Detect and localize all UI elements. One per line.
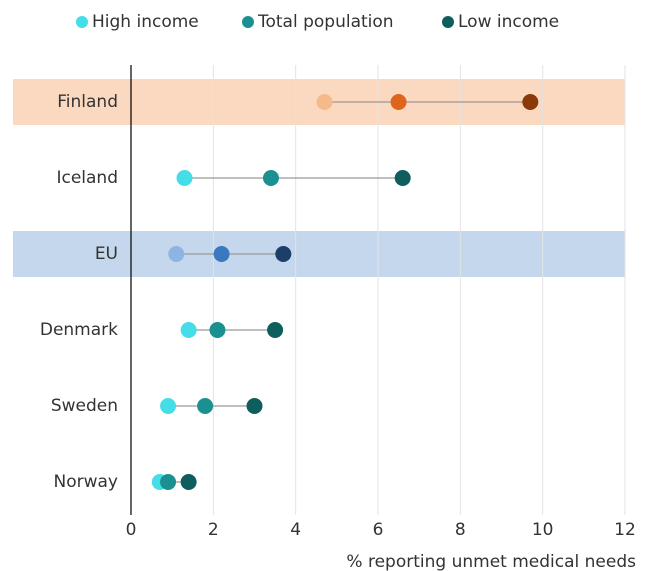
y-tick-label: Sweden: [51, 396, 118, 416]
x-tick-label: 2: [208, 520, 219, 540]
dot: [160, 398, 177, 414]
legend-label: Total population: [257, 12, 394, 32]
y-tick-label: Finland: [57, 92, 118, 112]
legend-marker: [242, 16, 254, 28]
dot: [316, 94, 333, 110]
y-tick-label: Iceland: [56, 168, 118, 188]
dot: [275, 246, 292, 262]
dot: [213, 246, 230, 262]
legend-label: High income: [92, 12, 199, 32]
legend-marker: [76, 16, 88, 28]
dot: [246, 398, 263, 414]
legend-label: Low income: [458, 12, 559, 32]
x-tick-label: 10: [532, 520, 554, 540]
y-tick-label: EU: [95, 244, 118, 264]
dot: [180, 474, 197, 490]
x-tick-label: 0: [126, 520, 137, 540]
dot: [394, 170, 411, 186]
highlight-band: [13, 231, 625, 277]
dot: [168, 246, 185, 262]
y-tick-label: Denmark: [40, 320, 118, 340]
dot: [176, 170, 193, 186]
x-tick-label: 8: [455, 520, 466, 540]
dot: [390, 94, 407, 110]
dot: [197, 398, 214, 414]
dot: [522, 94, 539, 110]
dot: [180, 322, 197, 338]
x-tick-label: 4: [290, 520, 301, 540]
x-tick-label: 6: [373, 520, 384, 540]
x-tick-label: 12: [614, 520, 636, 540]
legend-marker: [442, 16, 454, 28]
dot: [267, 322, 284, 338]
y-tick-label: Norway: [54, 472, 119, 492]
dot: [160, 474, 177, 490]
x-axis-label: % reporting unmet medical needs: [346, 552, 636, 571]
dot: [262, 170, 279, 186]
dot: [209, 322, 226, 338]
